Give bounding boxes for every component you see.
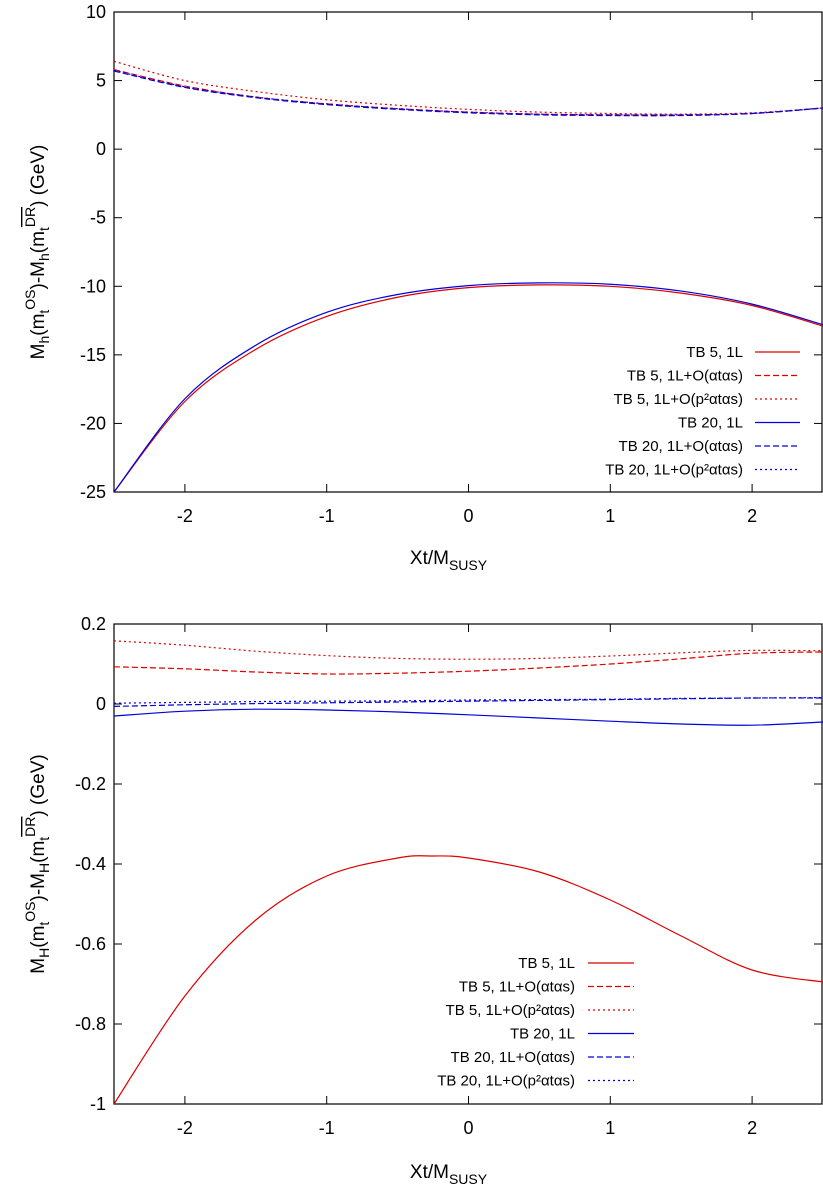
legend-label: TB 5, 1L: [686, 344, 743, 361]
x-tick-label: 2: [747, 506, 757, 526]
y-tick-label: -10: [80, 276, 106, 296]
legend-label: TB 20, 1L: [510, 1026, 575, 1043]
y-tick-label: 0: [96, 694, 106, 714]
series-line-1: [114, 284, 823, 492]
x-tick-label: -2: [177, 506, 193, 526]
y-tick-label: -0.8: [75, 1014, 106, 1034]
y-tick-label: -25: [80, 482, 106, 502]
y-tick-label: 10: [86, 2, 106, 22]
x-tick-label: 0: [463, 1118, 473, 1138]
legend-label: TB 20, 1L+O(αtαs): [451, 1049, 575, 1066]
y-tick-label: 0: [96, 139, 106, 159]
chart-panel-2: -2 -1 0 1 2 0.2 0 -0.2 -0.4 -0.6 -0.8 -1 Xt/MSUSY MH(…: [22, 614, 823, 1187]
legend: TB 5, 1L TB 5, 1L+O(αtαs) TB 5, 1L+O(p²αtα…: [437, 955, 634, 1090]
series-line-3: [114, 640, 823, 660]
y-axis-label: Mh(mtOS)-Mh(mtDR) (GeV): [22, 145, 52, 360]
series-line-4: [114, 282, 823, 492]
legend-label: TB 5, 1L+O(p²αtαs): [614, 391, 743, 408]
plot-frame: [113, 623, 823, 1105]
series-line-6: [114, 697, 823, 704]
x-tick-label: -2: [177, 1118, 193, 1138]
legend-label: TB 5, 1L+O(αtαs): [459, 979, 575, 996]
y-tick-label: -5: [90, 208, 106, 228]
x-axis-label: Xt/MSUSY: [410, 548, 488, 573]
y-tick-label: -0.2: [75, 774, 106, 794]
legend-label: TB 5, 1L: [518, 955, 575, 972]
legend-label: TB 20, 1L: [678, 415, 743, 432]
x-tick-label: -1: [319, 506, 335, 526]
y-tick-label: -20: [80, 413, 106, 433]
series-line-1: [114, 855, 823, 1104]
y-tick-label: -0.4: [75, 854, 106, 874]
x-tick-label: 2: [747, 1118, 757, 1138]
chart-panel-1: -2 -1 0 1 21050-5-10-15-20-25Xt/MSUSYMh(mtOS…: [22, 2, 823, 573]
legend: TB 5, 1L TB 5, 1L+O(αtαs) TB 5, 1L+O(p²αtα…: [605, 344, 800, 479]
x-tick-label: 1: [605, 1118, 615, 1138]
series-line-2: [114, 69, 823, 116]
legend-label: TB 20, 1L+O(p²αtαs): [605, 462, 743, 479]
series-line-3: [114, 60, 823, 115]
series-line-2: [114, 651, 823, 675]
y-tick-label: -15: [80, 345, 106, 365]
y-axis-label: MH(mtOS)-MH(mtDR) (GeV): [22, 754, 52, 973]
series-line-5: [114, 70, 823, 117]
legend-label: TB 20, 1L+O(αtαs): [619, 438, 743, 455]
y-tick-label: -0.6: [75, 934, 106, 954]
series-line-6: [114, 69, 823, 116]
y-tick-label: 5: [96, 71, 106, 91]
legend-label: TB 5, 1L+O(p²αtαs): [446, 1002, 575, 1019]
x-tick-label: 0: [463, 506, 473, 526]
series-line-5: [114, 697, 823, 707]
x-tick-label: -1: [319, 1118, 335, 1138]
x-axis-label: Xt/MSUSY: [410, 1162, 488, 1185]
x-tick-label: 1: [605, 506, 615, 526]
legend-label: TB 5, 1L+O(αtαs): [627, 368, 743, 385]
series-line-4: [114, 708, 823, 726]
y-tick-label: -1: [90, 1094, 106, 1114]
y-tick-label: 0.2: [81, 614, 106, 634]
legend-label: TB 20, 1L+O(p²αtαs): [437, 1073, 575, 1090]
